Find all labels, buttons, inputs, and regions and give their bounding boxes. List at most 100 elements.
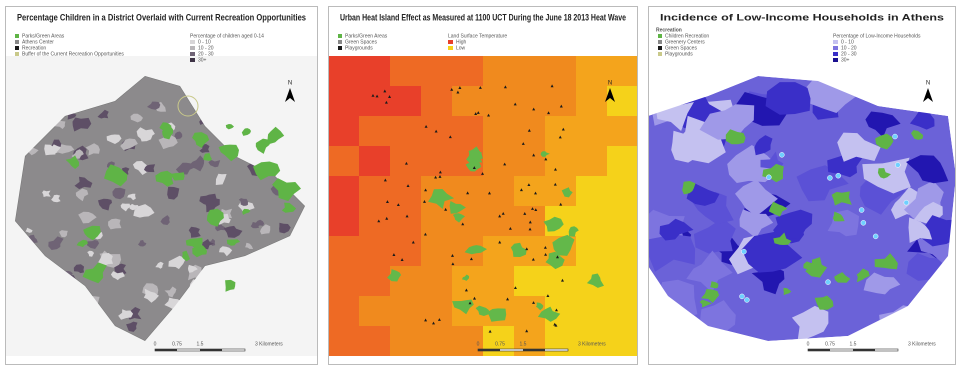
temperature-cell (576, 206, 608, 237)
scale-label: 0 (807, 341, 810, 347)
recreation-point (893, 134, 898, 139)
temperature-cell (328, 176, 360, 207)
temperature-cell (359, 206, 391, 237)
class-swatch (448, 40, 453, 44)
scale-label: 0 (477, 341, 480, 347)
recreation-point (859, 208, 864, 213)
temperature-cell (390, 56, 422, 87)
class-swatch (190, 58, 195, 62)
temperature-cell (390, 206, 422, 237)
scale-label: 3 Kilometers (908, 341, 936, 347)
legend-swatch (338, 46, 342, 50)
legend-swatch (15, 34, 19, 38)
legend-swatch (338, 34, 342, 38)
temperature-cell (607, 176, 639, 207)
temperature-cell (421, 296, 453, 327)
recreation-point (766, 175, 771, 180)
legend-swatch (15, 40, 19, 44)
temperature-cell (359, 266, 391, 297)
class-swatch (448, 46, 453, 50)
temperature-cell (514, 56, 546, 87)
north-label: N (608, 81, 612, 87)
temperature-cell (607, 326, 639, 357)
legend-swatch (658, 52, 662, 56)
temperature-cell (421, 206, 453, 237)
class-swatch (833, 46, 838, 50)
map-area (637, 56, 960, 366)
temperature-cell (607, 116, 639, 147)
scale-label: 0.75 (495, 341, 505, 347)
recreation-point (825, 280, 830, 285)
temperature-cell (390, 176, 422, 207)
temperature-cell (514, 296, 546, 327)
temperature-cell (390, 146, 422, 177)
temperature-cell (607, 86, 639, 117)
temperature-cell (545, 116, 577, 147)
map-panel: Incidence of Low-Income Households in At… (637, 7, 960, 367)
temperature-cell (328, 296, 360, 327)
scale-bar-fill (478, 349, 500, 351)
temperature-cell (452, 86, 484, 117)
class-label: 30+ (841, 57, 850, 63)
recreation-point (904, 200, 909, 205)
maps-figure: Percentage Children in a District Overla… (0, 0, 960, 373)
legend-swatch (338, 40, 342, 44)
temperature-cell (359, 296, 391, 327)
temperature-cell (607, 146, 639, 177)
temperature-cell (514, 266, 546, 297)
temperature-cell (421, 266, 453, 297)
temperature-cell (576, 176, 608, 207)
north-label: N (926, 81, 930, 87)
temperature-cell (328, 326, 360, 357)
north-label: N (288, 81, 292, 87)
legend-swatch (658, 34, 662, 38)
legend-swatch (658, 46, 662, 50)
recreation-point (779, 152, 784, 157)
temperature-cell (359, 56, 391, 87)
temperature-cell (514, 86, 546, 117)
scale-bar-fill (523, 349, 545, 351)
panel-title: Urban Heat Island Effect as Measured at … (340, 12, 626, 22)
scale-label: 0 (154, 341, 157, 347)
temperature-cell (328, 116, 360, 147)
temperature-cell (452, 176, 484, 207)
map-area (5, 56, 318, 366)
temperature-cell (576, 116, 608, 147)
temperature-cell (545, 86, 577, 117)
recreation-point (895, 162, 900, 167)
temperature-cell (607, 236, 639, 267)
class-label: 30+ (198, 57, 207, 63)
map-panel: Percentage Children in a District Overla… (5, 7, 318, 367)
recreation-point (861, 220, 866, 225)
temperature-cell (359, 86, 391, 117)
temperature-cell (483, 86, 515, 117)
temperature-cell (359, 326, 391, 357)
temperature-cell (514, 206, 546, 237)
temperature-cell (328, 236, 360, 267)
recreation-point (827, 175, 832, 180)
legend-swatch (15, 52, 19, 56)
temperature-cell (421, 236, 453, 267)
temperature-cell (452, 116, 484, 147)
recreation-point (739, 294, 744, 299)
temperature-cell (328, 86, 360, 117)
legend-swatch (658, 40, 662, 44)
scale-bar-fill (853, 349, 875, 351)
temperature-cell (514, 146, 546, 177)
temperature-cell (483, 206, 515, 237)
map-area (328, 56, 639, 357)
class-swatch (190, 52, 195, 56)
temperature-cell (607, 266, 639, 297)
temperature-cell (390, 116, 422, 147)
temperature-cell (545, 56, 577, 87)
scale-bar-fill (808, 349, 830, 351)
scale-label: 1.5 (520, 341, 527, 347)
temperature-cell (576, 236, 608, 267)
temperature-cell (328, 266, 360, 297)
temperature-cell (483, 56, 515, 87)
temperature-cell (514, 176, 546, 207)
scale-label: 0.75 (825, 341, 835, 347)
temperature-cell (390, 296, 422, 327)
temperature-cell (607, 206, 639, 237)
temperature-cell (421, 86, 453, 117)
